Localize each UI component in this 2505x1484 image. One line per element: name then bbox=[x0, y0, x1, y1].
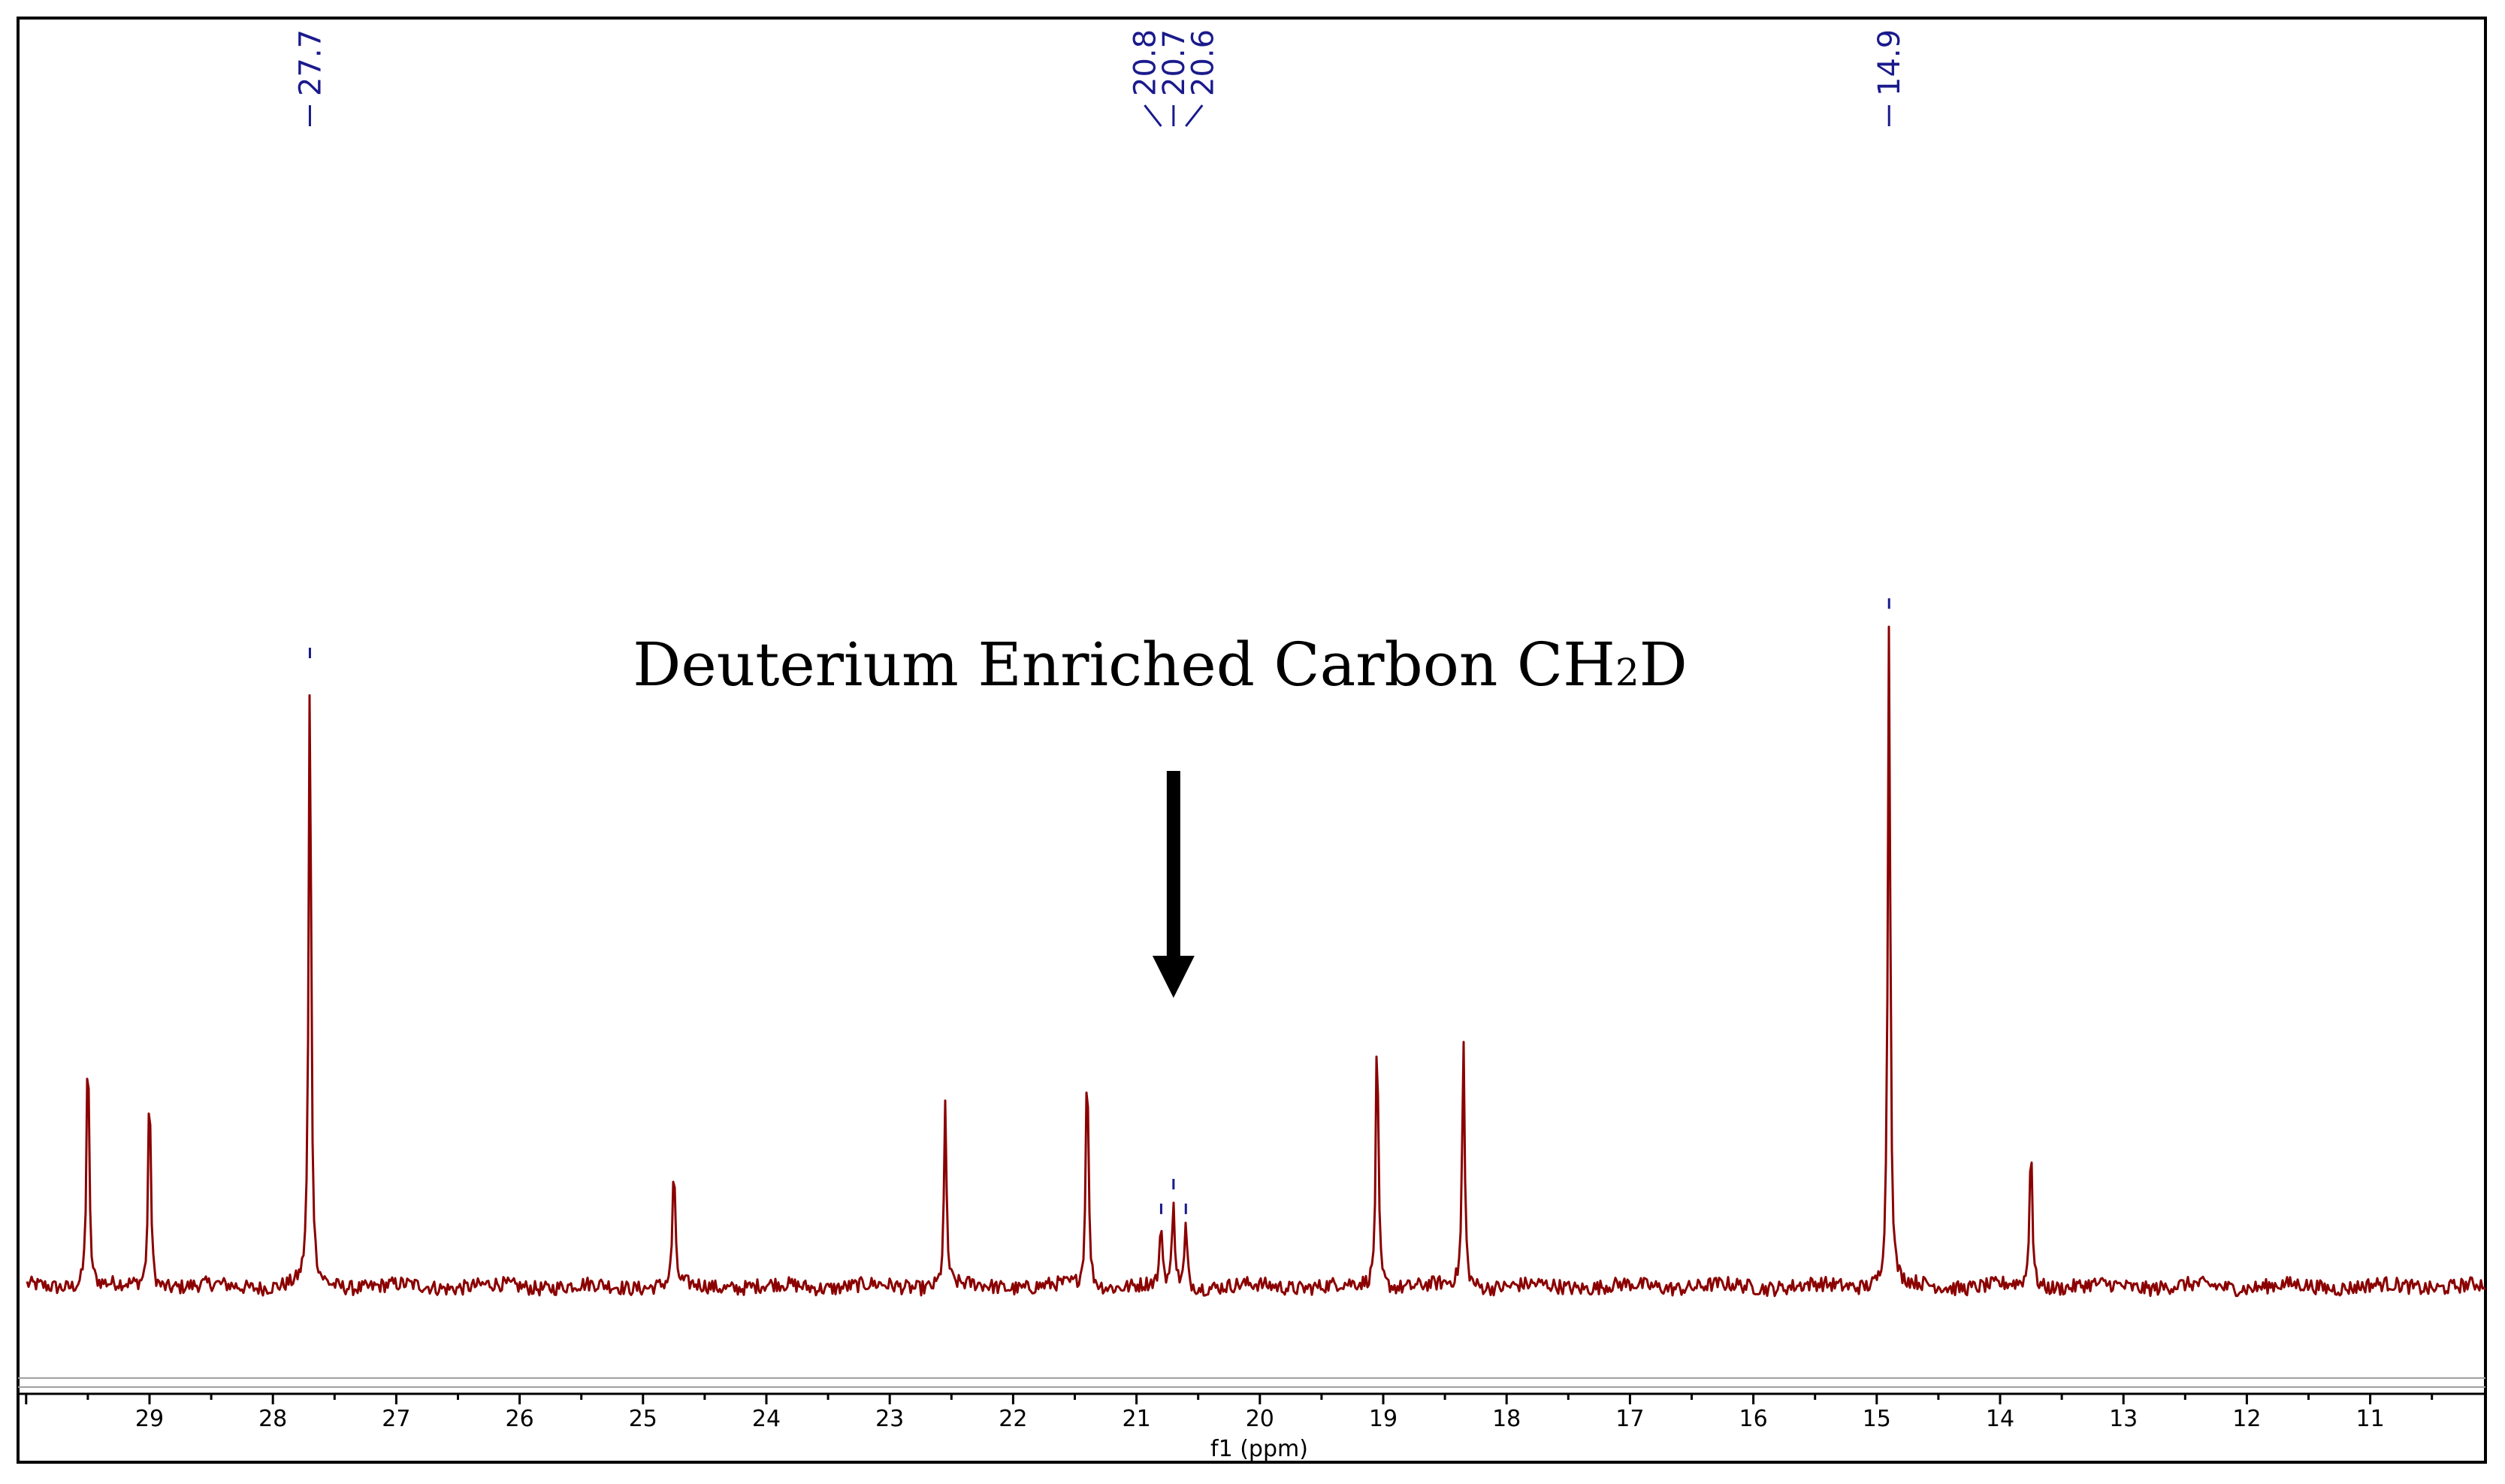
x-tick-label: 27 bbox=[382, 1406, 410, 1432]
x-tick-label: 21 bbox=[1123, 1406, 1151, 1432]
annotation-text: Deuterium Enriched Carbon CH2D bbox=[633, 630, 1688, 700]
peak-label-connector bbox=[1144, 104, 1162, 127]
peak-label: 20.7 bbox=[1157, 29, 1192, 1189]
x-tick-label: 12 bbox=[2232, 1406, 2261, 1432]
annotation-arrow-shaft bbox=[1166, 771, 1180, 957]
peak-label-text: 20.8 bbox=[1128, 29, 1162, 96]
peak-label-text: 14.9 bbox=[1872, 29, 1907, 96]
x-tick-label: 17 bbox=[1615, 1406, 1644, 1432]
x-tick-label: 13 bbox=[2109, 1406, 2138, 1432]
peak-label: 20.8 bbox=[1128, 29, 1162, 1214]
annotation-layer: Deuterium Enriched Carbon CH2D bbox=[633, 630, 1688, 998]
peak-label: 20.6 bbox=[1184, 29, 1220, 1214]
x-tick-label: 16 bbox=[1739, 1406, 1768, 1432]
x-tick-label: 19 bbox=[1369, 1406, 1398, 1432]
x-tick-label: 26 bbox=[506, 1406, 534, 1432]
x-tick-label: 20 bbox=[1246, 1406, 1274, 1432]
plot-frame bbox=[17, 17, 2487, 1464]
peak-label: 27.7 bbox=[293, 29, 328, 658]
x-tick-label: 28 bbox=[258, 1406, 287, 1432]
spectrum-trace bbox=[26, 625, 2487, 1298]
x-axis-ticks: 29 28 27 26 25 24 23 22 21 20 19 18 17 16 15 14 13 12 11 bbox=[25, 1394, 2434, 1432]
x-tick-label: 11 bbox=[2356, 1406, 2385, 1432]
peak-label-text: 20.6 bbox=[1186, 29, 1220, 96]
spectrum-trace-layer bbox=[26, 625, 2487, 1298]
x-tick-label: 24 bbox=[752, 1406, 781, 1432]
x-tick-label: 18 bbox=[1492, 1406, 1521, 1432]
peak-label-text: 27.7 bbox=[293, 29, 328, 96]
x-tick-label: 22 bbox=[999, 1406, 1027, 1432]
x-axis-label: f1 (ppm) bbox=[1210, 1436, 1308, 1462]
x-tick-label: 14 bbox=[1986, 1406, 2014, 1432]
peak-label-connector bbox=[1185, 104, 1204, 127]
peak-labels: 27.7 20.820.720.6 14.9 bbox=[293, 29, 1907, 1214]
x-tick-label: 25 bbox=[629, 1406, 657, 1432]
peak-label-text: 20.7 bbox=[1157, 29, 1192, 96]
x-tick-label: 15 bbox=[1863, 1406, 1891, 1432]
x-tick-label: 29 bbox=[135, 1406, 164, 1432]
x-tick-label: 23 bbox=[875, 1406, 904, 1432]
annotation-arrow-head bbox=[1152, 956, 1195, 998]
peak-label: 14.9 bbox=[1872, 29, 1907, 609]
